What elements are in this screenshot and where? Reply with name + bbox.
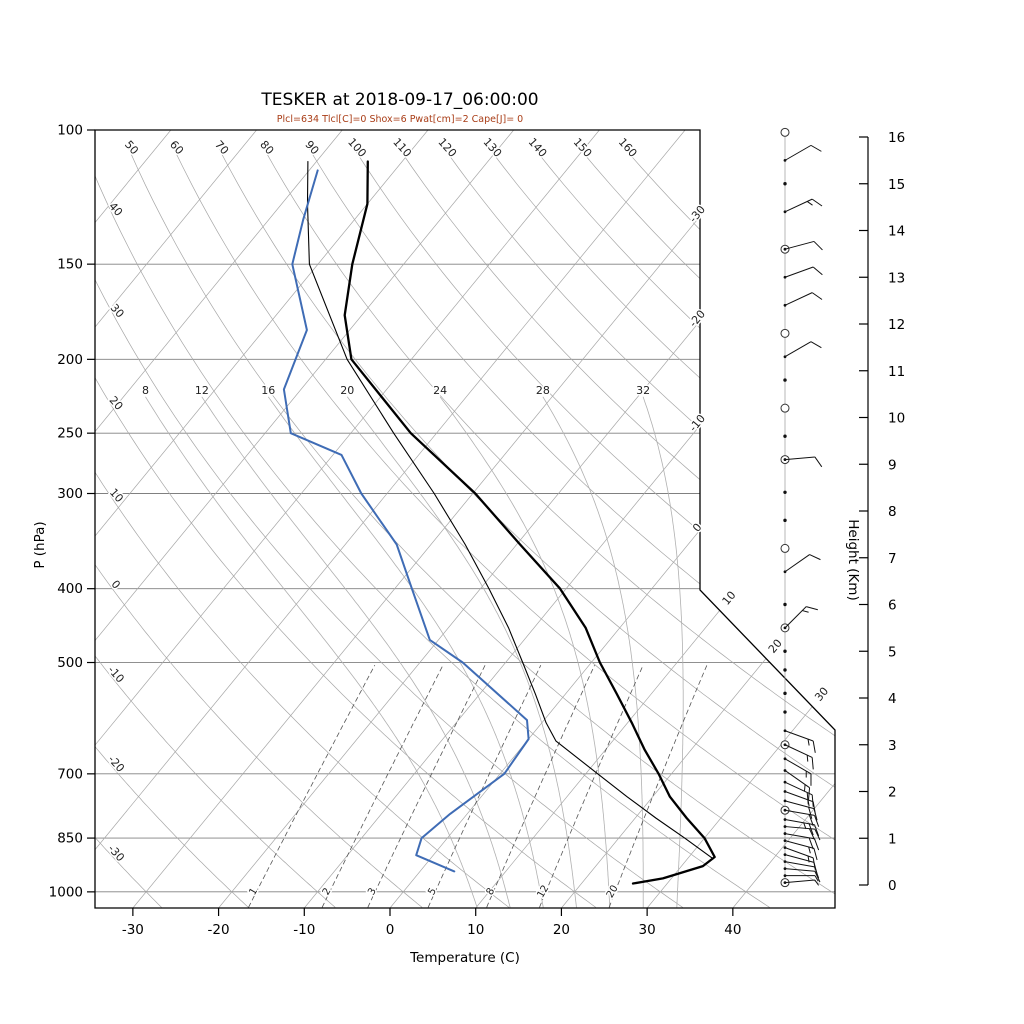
temperature-curve bbox=[343, 160, 716, 885]
svg-text:-20: -20 bbox=[208, 922, 230, 938]
svg-text:20: 20 bbox=[340, 384, 354, 397]
svg-text:9: 9 bbox=[888, 457, 897, 473]
svg-text:20: 20 bbox=[106, 394, 125, 413]
parcel-trace-curve bbox=[306, 160, 714, 860]
svg-text:130: 130 bbox=[480, 136, 504, 160]
svg-text:12: 12 bbox=[195, 384, 209, 397]
svg-text:-20: -20 bbox=[105, 753, 127, 775]
svg-text:3: 3 bbox=[888, 738, 897, 754]
svg-text:90: 90 bbox=[302, 138, 321, 157]
svg-text:30: 30 bbox=[108, 301, 127, 320]
svg-text:10: 10 bbox=[720, 589, 739, 608]
svg-text:200: 200 bbox=[57, 352, 83, 368]
svg-text:110: 110 bbox=[390, 136, 414, 160]
svg-text:2: 2 bbox=[321, 886, 334, 897]
svg-text:4: 4 bbox=[888, 691, 897, 707]
svg-text:1000: 1000 bbox=[49, 884, 83, 900]
chart-title: TESKER at 2018-09-17_06:00:00 bbox=[261, 90, 539, 110]
svg-text:5: 5 bbox=[426, 886, 439, 897]
grid-lines bbox=[95, 130, 835, 908]
svg-text:700: 700 bbox=[57, 766, 83, 782]
svg-text:16: 16 bbox=[261, 384, 275, 397]
svg-text:250: 250 bbox=[57, 426, 83, 442]
svg-text:150: 150 bbox=[57, 257, 83, 273]
svg-text:400: 400 bbox=[57, 581, 83, 597]
svg-text:-10: -10 bbox=[105, 663, 127, 685]
svg-text:11: 11 bbox=[888, 364, 905, 380]
svg-text:120: 120 bbox=[435, 136, 459, 160]
svg-text:1: 1 bbox=[247, 886, 260, 897]
svg-text:16: 16 bbox=[888, 130, 905, 146]
svg-text:160: 160 bbox=[616, 136, 640, 160]
svg-text:0: 0 bbox=[386, 922, 395, 938]
svg-text:2: 2 bbox=[888, 785, 897, 801]
svg-text:12: 12 bbox=[888, 317, 905, 333]
svg-text:500: 500 bbox=[57, 655, 83, 671]
svg-text:14: 14 bbox=[888, 224, 905, 240]
svg-text:-10: -10 bbox=[293, 922, 315, 938]
svg-text:150: 150 bbox=[571, 136, 595, 160]
svg-text:850: 850 bbox=[57, 831, 83, 847]
svg-text:70: 70 bbox=[212, 138, 231, 157]
svg-text:0: 0 bbox=[690, 521, 704, 535]
svg-text:12: 12 bbox=[535, 883, 551, 900]
svg-text:20: 20 bbox=[553, 922, 570, 938]
svg-text:Height (Km): Height (Km) bbox=[845, 519, 861, 600]
svg-text:20: 20 bbox=[605, 883, 621, 900]
svg-text:8: 8 bbox=[142, 384, 149, 397]
svg-text:40: 40 bbox=[106, 200, 125, 219]
svg-text:3: 3 bbox=[366, 886, 379, 897]
svg-text:P (hPa): P (hPa) bbox=[32, 521, 48, 568]
svg-text:60: 60 bbox=[167, 138, 186, 157]
svg-text:24: 24 bbox=[433, 384, 447, 397]
svg-text:80: 80 bbox=[257, 138, 276, 157]
svg-text:100: 100 bbox=[57, 123, 83, 139]
svg-text:8: 8 bbox=[888, 504, 897, 520]
wind-barb-column bbox=[780, 127, 823, 888]
svg-text:-10: -10 bbox=[687, 412, 709, 434]
svg-text:15: 15 bbox=[888, 177, 905, 193]
svg-text:Temperature (C): Temperature (C) bbox=[409, 950, 520, 966]
svg-text:30: 30 bbox=[639, 922, 656, 938]
svg-text:32: 32 bbox=[636, 384, 650, 397]
plot-boundary bbox=[94, 129, 836, 909]
svg-text:30: 30 bbox=[812, 685, 831, 704]
svg-text:8: 8 bbox=[485, 886, 498, 897]
svg-text:28: 28 bbox=[536, 384, 550, 397]
svg-text:10: 10 bbox=[888, 411, 905, 427]
svg-text:0: 0 bbox=[888, 878, 897, 894]
svg-text:-30: -30 bbox=[687, 203, 709, 225]
svg-text:0: 0 bbox=[108, 578, 122, 592]
chart-params-line: Plcl=634 Tlcl[C]=0 Shox=6 Pwat[cm]=2 Cap… bbox=[276, 114, 524, 125]
svg-text:7: 7 bbox=[888, 551, 897, 567]
grid-line-labels: 50 60 70 80 90 100 110 120 130 140 150 160403020100… bbox=[104, 134, 833, 902]
svg-text:13: 13 bbox=[888, 270, 905, 286]
svg-text:10: 10 bbox=[467, 922, 484, 938]
dewpoint-curve bbox=[282, 169, 530, 873]
svg-text:300: 300 bbox=[57, 486, 83, 502]
svg-text:20: 20 bbox=[766, 637, 785, 656]
svg-text:-20: -20 bbox=[687, 308, 709, 330]
svg-text:50: 50 bbox=[122, 138, 141, 157]
svg-text:-30: -30 bbox=[122, 922, 144, 938]
svg-text:140: 140 bbox=[526, 136, 550, 160]
svg-text:1: 1 bbox=[888, 831, 897, 847]
svg-text:6: 6 bbox=[888, 598, 897, 614]
svg-text:5: 5 bbox=[888, 644, 897, 660]
svg-text:40: 40 bbox=[724, 922, 741, 938]
svg-text:-30: -30 bbox=[105, 842, 127, 864]
svg-text:100: 100 bbox=[345, 136, 369, 160]
